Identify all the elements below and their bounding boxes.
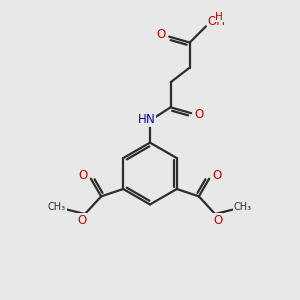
Text: O: O [156, 28, 166, 41]
Text: O: O [77, 214, 87, 227]
Text: O: O [78, 169, 87, 182]
Text: O: O [195, 108, 204, 121]
Text: CH₃: CH₃ [48, 202, 66, 212]
Text: H: H [137, 113, 146, 127]
Text: O: O [213, 214, 223, 227]
Text: O: O [213, 169, 222, 182]
Text: H: H [215, 12, 223, 22]
Text: N: N [146, 113, 155, 127]
Text: OH: OH [207, 14, 225, 28]
Text: CH₃: CH₃ [234, 202, 252, 212]
